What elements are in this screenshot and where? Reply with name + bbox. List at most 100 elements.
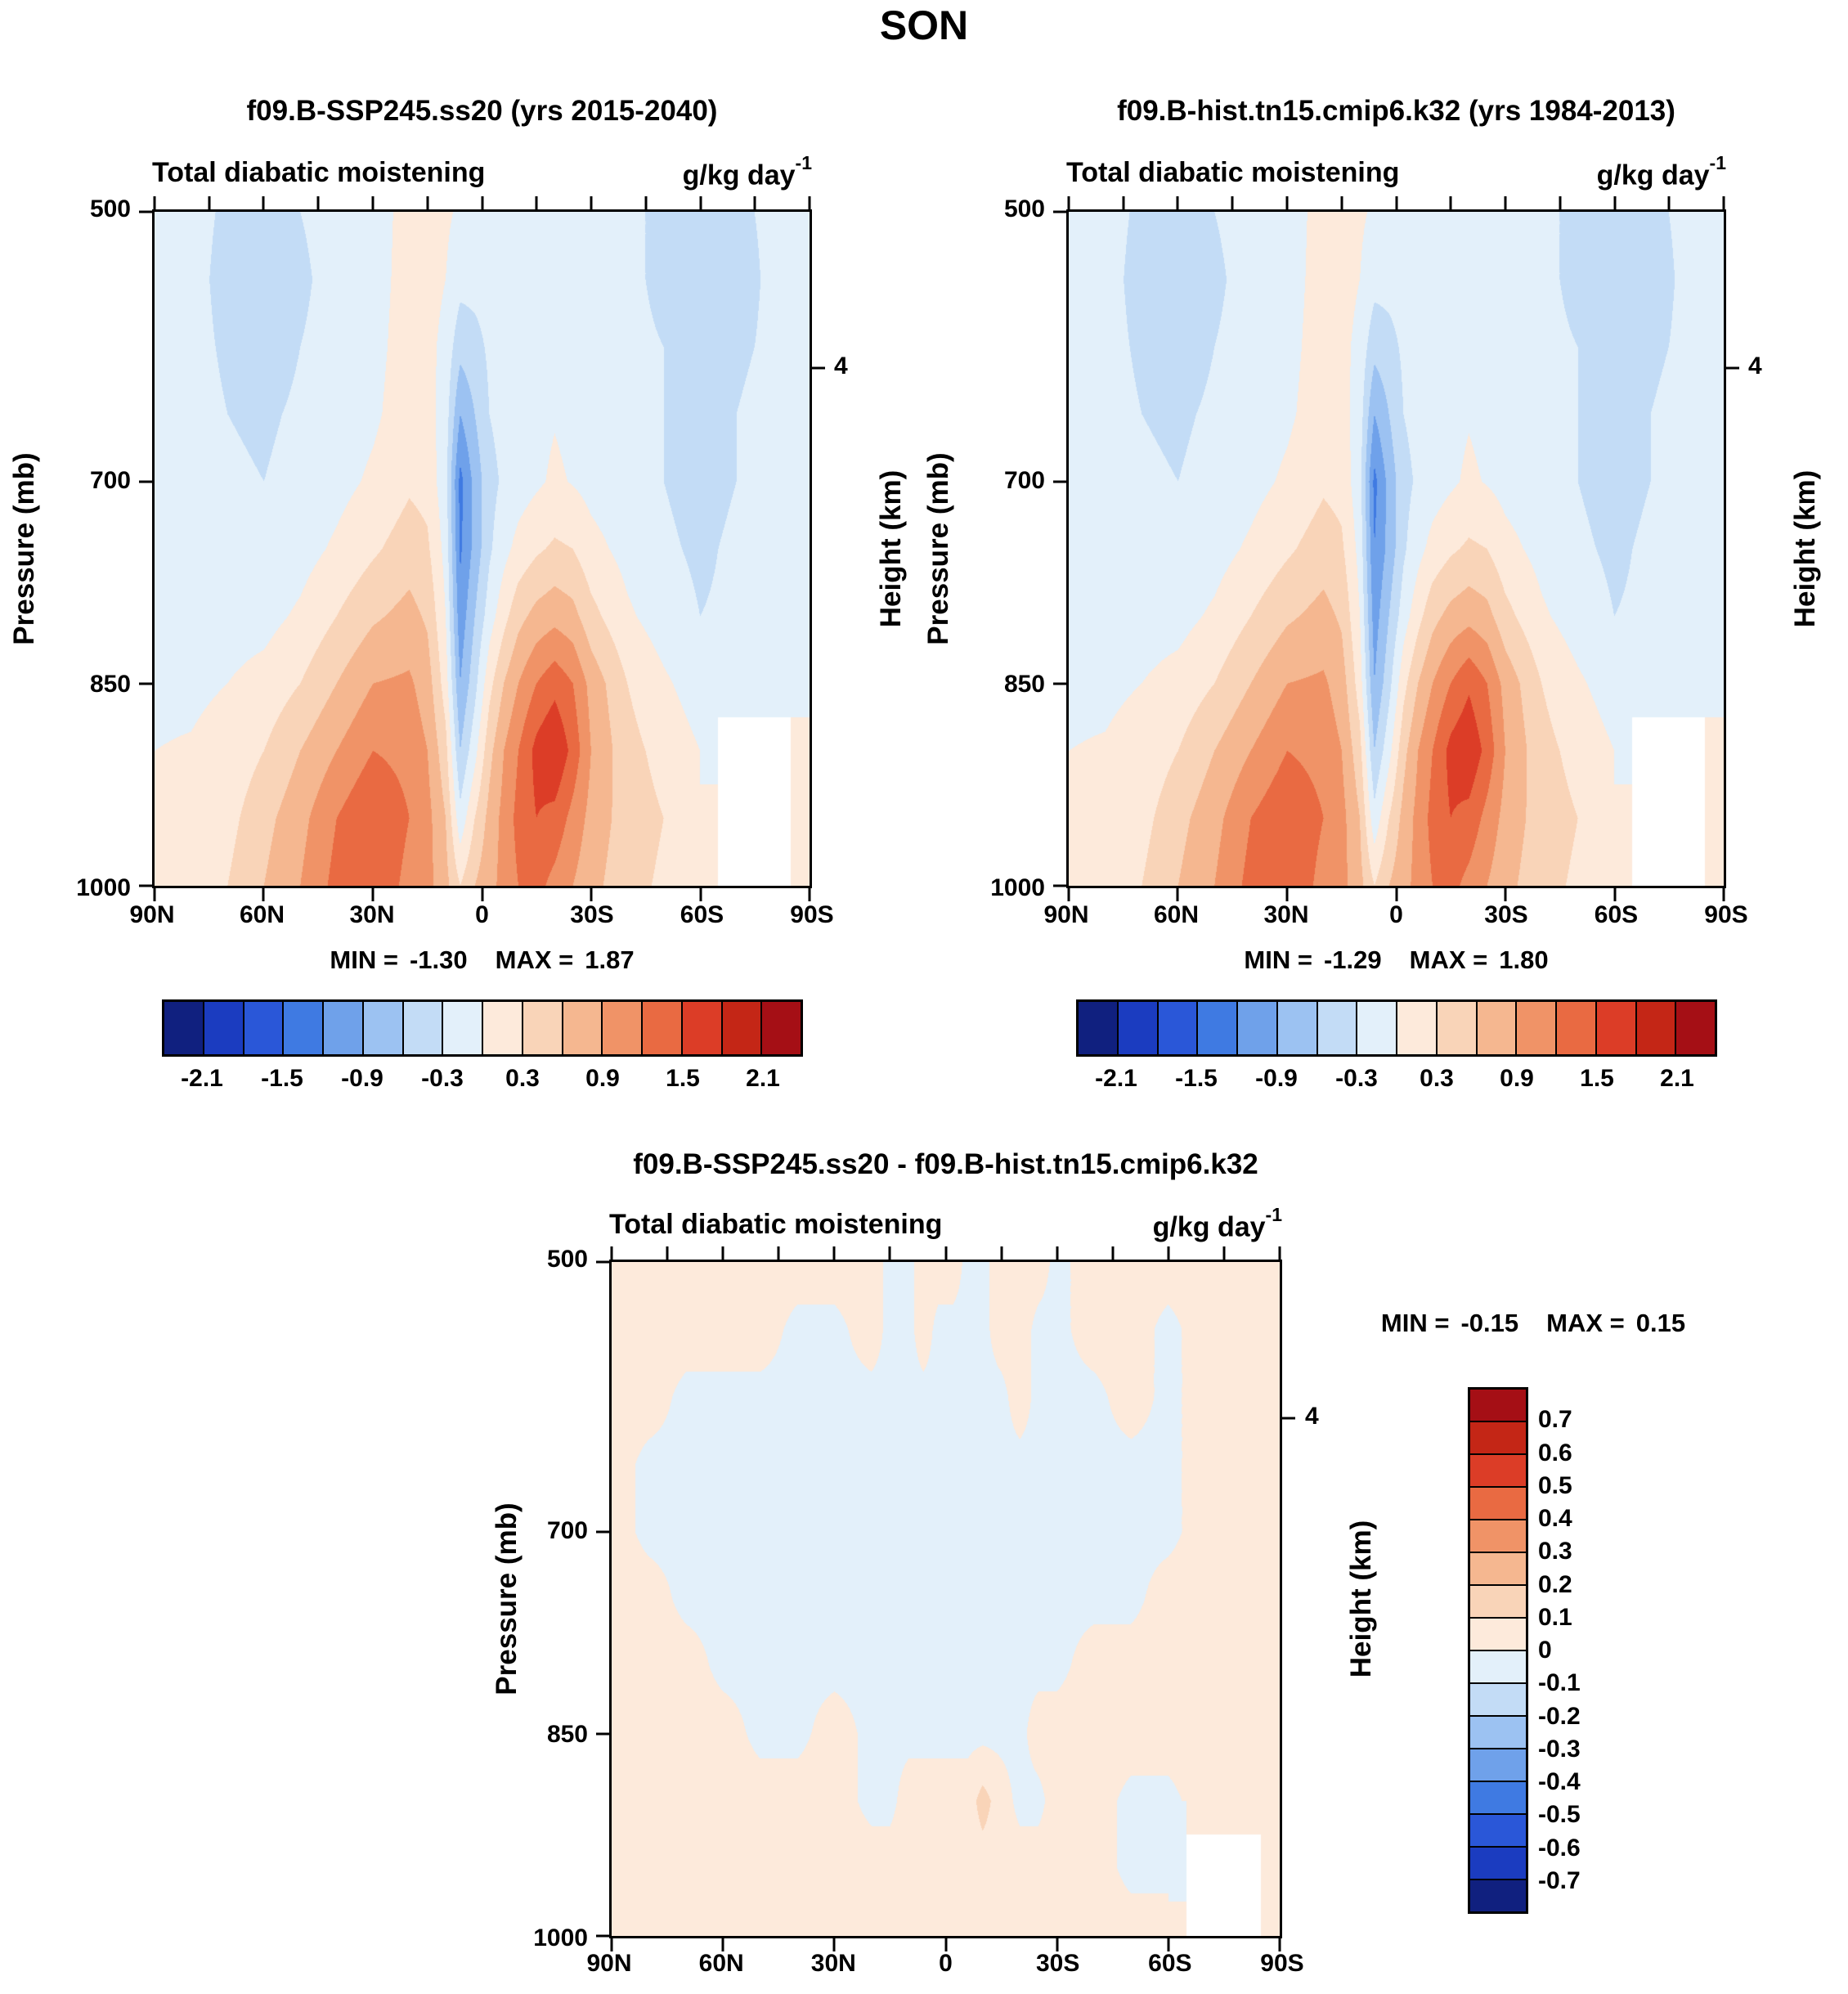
y-tick-label: 500: [546, 1246, 588, 1273]
axis-tick-bottom: [1504, 888, 1507, 901]
colorbar-tick-label: 0.3: [505, 1065, 540, 1092]
contour-plot-left: [155, 212, 810, 886]
axis-tick-top: [481, 196, 483, 209]
latitude-tick-labels: 90N 60N 30N 0 30S 60S 90S: [1043, 901, 1747, 931]
colorbar-cell: [1158, 1002, 1199, 1054]
axis-tick-top: [1000, 1246, 1003, 1260]
units-label: g/kg day-1: [1597, 152, 1726, 191]
height-axis-label: Height (km): [875, 469, 907, 628]
field-label: Total diabatic moistening: [609, 1209, 943, 1240]
x-tick-label: 60N: [239, 901, 285, 928]
x-tick-label: 90N: [586, 1950, 632, 1977]
colorbar-cell: [403, 1002, 444, 1054]
colorbar-cell: [1636, 1002, 1677, 1054]
axis-tick-top: [153, 196, 156, 209]
x-tick-label: 90S: [790, 901, 834, 928]
axis-tick-height: [1282, 1417, 1295, 1420]
axis-tick-height: [812, 366, 825, 370]
axis-tick-bottom: [1722, 888, 1725, 901]
colorbar-tick-label: -1.5: [261, 1065, 303, 1092]
colorbar-cell: [1470, 1586, 1526, 1619]
plot-frame-diff: [596, 1246, 1295, 1951]
axis-tick-top: [1067, 196, 1070, 209]
colorbar-tick-label: -0.7: [1538, 1866, 1581, 1894]
colorbar-cell: [1470, 1422, 1526, 1455]
axis-tick-top: [808, 196, 811, 209]
min-value: -0.15: [1460, 1309, 1519, 1337]
x-tick-label: 0: [939, 1950, 953, 1977]
colorbar-cell: [204, 1002, 244, 1054]
colorbar-left: [162, 999, 803, 1057]
y-tick-label: 700: [546, 1517, 588, 1544]
y-tick-label: 850: [1003, 671, 1045, 698]
colorbar-tick-label: -0.3: [421, 1065, 464, 1092]
axis-tick-top: [1222, 1246, 1226, 1260]
colorbar-tick-label: -1.5: [1175, 1065, 1218, 1092]
x-tick-label: 60S: [1148, 1950, 1192, 1977]
x-tick-label: 60S: [680, 901, 724, 928]
axis-tick-top: [666, 1246, 669, 1260]
colorbar-cell: [1238, 1002, 1278, 1054]
axis-tick-top: [721, 1246, 724, 1260]
x-tick-label: 30N: [349, 901, 395, 928]
pressure-axis-label: Pressure (mb): [922, 452, 954, 645]
height-tick-label: 4: [1305, 1403, 1319, 1430]
contour-plot-diff: [612, 1262, 1280, 1936]
min-value: -1.29: [1323, 945, 1382, 974]
colorbar-cell: [1357, 1002, 1397, 1054]
colorbar-tick-label: -0.6: [1538, 1834, 1581, 1862]
axis-tick-top: [1285, 196, 1289, 209]
colorbar-tick-label: 0.7: [1538, 1406, 1572, 1434]
colorbar-tick-label: 0: [1538, 1637, 1552, 1664]
colorbar-cell: [1470, 1390, 1526, 1422]
colorbar-tick-label: 0.6: [1538, 1439, 1572, 1466]
colorbar-cell: [1470, 1553, 1526, 1586]
axis-tick-bottom: [610, 1938, 613, 1951]
colorbar-tick-label: 1.5: [666, 1065, 700, 1092]
height-axis-label: Height (km): [1789, 469, 1821, 628]
height-axis-label: Height (km): [1345, 1520, 1377, 1678]
units-label: g/kg day-1: [1153, 1204, 1282, 1243]
colorbar-tick-label: 2.1: [746, 1065, 780, 1092]
axis-tick-top: [753, 196, 756, 209]
axis-tick-bottom: [699, 888, 702, 901]
colorbar-tick-label: -0.3: [1335, 1065, 1378, 1092]
colorbar-tick-label: -2.1: [1095, 1065, 1137, 1092]
colorbar-tick-label: 1.5: [1580, 1065, 1614, 1092]
y-tick-label: 1000: [76, 874, 131, 901]
axis-tick-bottom: [481, 888, 483, 901]
axis-tick-top: [610, 1246, 613, 1260]
colorbar-cell: [1470, 1815, 1526, 1848]
plot-header-left: Total diabatic moistening g/kg day-1: [152, 152, 812, 191]
colorbar-cell: [1470, 1717, 1526, 1749]
colorbar-cell: [164, 1002, 204, 1054]
pressure-tick-labels: 500 700 850 1000: [963, 195, 1048, 901]
min-label: MIN =: [330, 945, 398, 974]
colorbar-labels-right: -2.1 -1.5 -0.9 -0.3 0.3 0.9 1.5 2.1: [1076, 1062, 1717, 1094]
colorbar-cell: [1470, 1684, 1526, 1717]
axis-tick-top: [777, 1246, 780, 1260]
colorbar-cell: [363, 1002, 404, 1054]
units-exponent: -1: [795, 152, 812, 173]
axis-tick-top: [1176, 196, 1179, 209]
colorbar-labels-diff: 0.7 0.6 0.5 0.4 0.3 0.2 0.1 0 -0.1 -0.2 -0.3 -0.4 -0…: [1538, 1387, 1612, 1914]
axis-tick-left: [1053, 210, 1066, 213]
pressure-axis-label: Pressure (mb): [8, 452, 40, 645]
colorbar-tick-label: 0.9: [1500, 1065, 1534, 1092]
colorbar-right: [1076, 999, 1717, 1057]
plot-frame-right: [1053, 196, 1739, 901]
colorbar-cell: [1470, 1651, 1526, 1684]
x-tick-label: 30S: [1484, 901, 1528, 928]
colorbar-tick-label: 0.4: [1538, 1505, 1572, 1532]
axis-tick-top: [371, 196, 375, 209]
x-tick-label: 60N: [698, 1950, 744, 1977]
max-value: 0.15: [1635, 1309, 1686, 1337]
latitude-tick-labels: 90N 60N 30N 0 30S 60S 90S: [129, 901, 833, 931]
axis-tick-left: [1053, 884, 1066, 887]
colorbar-cell: [1477, 1002, 1518, 1054]
colorbar-tick-label: -0.2: [1538, 1702, 1581, 1730]
colorbar-tick-label: -0.4: [1538, 1768, 1581, 1795]
axis-tick-left: [139, 682, 152, 685]
axis-tick-top: [1111, 1246, 1115, 1260]
axis-tick-bottom: [1613, 888, 1616, 901]
